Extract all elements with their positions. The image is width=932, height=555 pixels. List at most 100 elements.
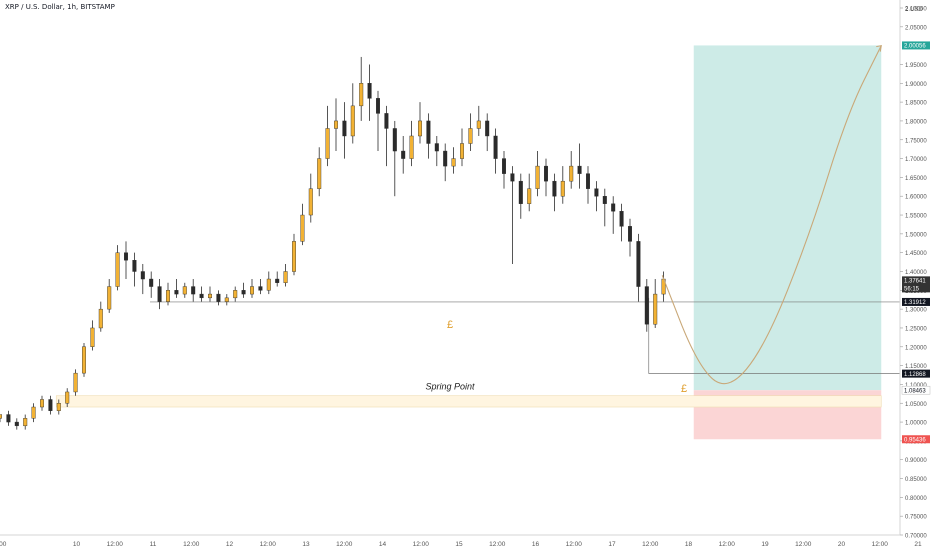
candle-body [107, 286, 112, 310]
candle-body [90, 327, 95, 347]
price-label-box [902, 297, 930, 306]
candle-body [275, 278, 280, 283]
x-tick-label: 12:00 [566, 541, 583, 548]
candle-body [602, 196, 607, 204]
candle-body [392, 128, 397, 152]
price-label-box [902, 369, 930, 378]
profit-zone [693, 45, 882, 391]
candle-body [443, 150, 448, 167]
candle-body [0, 414, 2, 419]
candle-body [418, 120, 423, 137]
candle-body [115, 252, 120, 287]
candle-body [266, 278, 271, 291]
x-tick-label: 12:00 [183, 541, 200, 548]
candle-body [577, 165, 582, 174]
candle-body [644, 286, 649, 325]
x-tick-label: 15 [455, 541, 463, 548]
candle-body [249, 286, 254, 295]
candle-body [317, 158, 322, 189]
price-label: 1.08463 [904, 389, 926, 395]
candle-body [233, 290, 238, 299]
y-tick-label: 1.65000 [905, 176, 927, 182]
y-tick-label: 0.85000 [905, 477, 927, 483]
candle-body [451, 158, 456, 167]
pound-marker-icon: £ [447, 319, 453, 331]
pound-marker-icon: £ [681, 383, 687, 395]
x-tick-label: 2:00 [0, 541, 7, 548]
x-tick-label: 12:00 [642, 541, 659, 548]
candle-body [628, 226, 633, 242]
candle-body [502, 158, 507, 174]
y-tick-label: 1.75000 [905, 138, 927, 144]
candle-body [460, 143, 465, 159]
x-tick-label: 13 [302, 541, 310, 548]
candle-body [31, 406, 36, 419]
y-tick-label: 0.70000 [905, 534, 927, 540]
x-tick-label: 18 [685, 541, 693, 548]
y-tick-label: 1.25000 [905, 326, 927, 332]
x-tick-label: 11 [150, 541, 157, 548]
candle-body [48, 399, 53, 411]
candle-body [23, 418, 28, 427]
candle-body [544, 165, 549, 182]
candle-body [384, 113, 389, 129]
spring-point-label: Spring Point [425, 382, 475, 392]
x-tick-label: 21 [914, 541, 922, 548]
candle-body [165, 290, 170, 302]
projection-path [661, 45, 882, 385]
y-tick-label: 1.95000 [905, 63, 927, 69]
x-tick-label: 17 [608, 541, 616, 548]
x-tick-label: 12:00 [719, 541, 736, 548]
candle-body [149, 278, 154, 287]
candle-body [350, 105, 355, 137]
x-tick-label: 12:00 [872, 541, 889, 548]
y-tick-label: 1.55000 [905, 214, 927, 220]
candle-body [132, 260, 137, 272]
candle-body [81, 346, 86, 374]
x-tick-label: 12:00 [795, 541, 812, 548]
candle-body [6, 414, 11, 423]
x-tick-label: 12:00 [107, 541, 124, 548]
x-tick-label: 12:00 [260, 541, 277, 548]
candle-body [140, 271, 145, 280]
candle-body [594, 188, 599, 197]
price-label-box [902, 41, 930, 50]
candle-body [518, 180, 523, 204]
candle-body [258, 286, 263, 291]
y-tick-label: 1.90000 [905, 82, 927, 88]
candle-body [199, 293, 204, 299]
candle-body [409, 135, 414, 159]
candle-body [401, 150, 406, 159]
x-tick-label: 19 [761, 541, 769, 548]
candle-body [611, 203, 616, 212]
candle-body [376, 98, 381, 114]
y-axis-unit: 2 USD [905, 7, 923, 13]
candle-body [434, 143, 439, 152]
candle-body [300, 214, 305, 242]
candle-body [308, 188, 313, 216]
price-label-box [901, 385, 931, 395]
candle-body [586, 173, 591, 189]
candle-body [216, 293, 221, 302]
candle-body [157, 286, 162, 302]
candle-body [182, 286, 187, 295]
x-tick-label: 12:00 [413, 541, 430, 548]
y-tick-label: 1.10000 [905, 383, 927, 389]
candle-body [224, 297, 229, 302]
y-tick-label: 1.50000 [905, 232, 927, 238]
candle-body [468, 128, 473, 144]
y-tick-label: 1.00000 [905, 421, 927, 427]
candle-body [476, 120, 481, 129]
candle-body [14, 421, 19, 427]
projection-arrow-icon [876, 44, 882, 52]
candle-body [619, 211, 624, 227]
candle-body [636, 241, 641, 287]
candle-body [535, 165, 540, 189]
candle-body [65, 391, 70, 404]
y-tick-label: 1.85000 [905, 101, 927, 107]
candle-body [123, 252, 128, 261]
candle-body [569, 165, 574, 182]
price-label-box [902, 276, 930, 293]
x-tick-label: 10 [73, 541, 81, 548]
